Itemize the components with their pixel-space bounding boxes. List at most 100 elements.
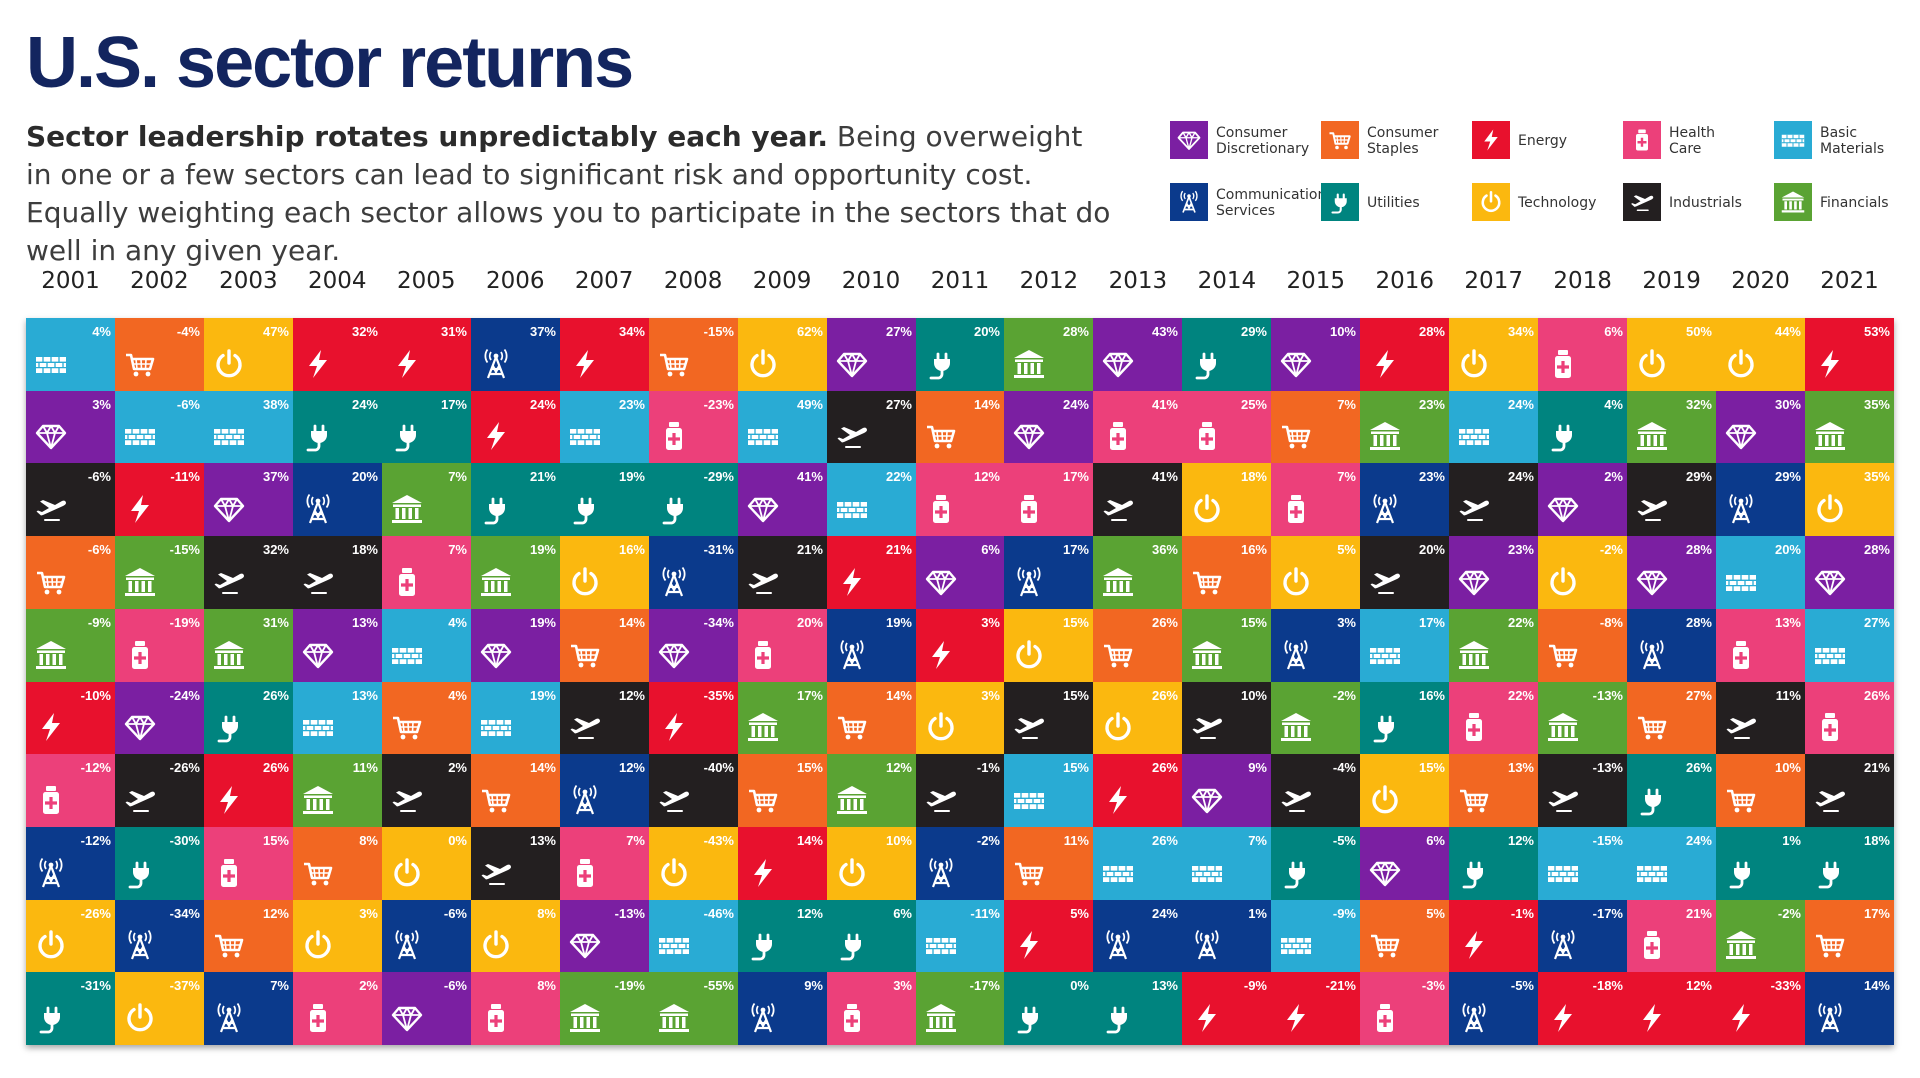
sector-cell: 17% bbox=[1004, 463, 1093, 536]
return-value: 14% bbox=[973, 397, 1000, 412]
sector-cell: 14% bbox=[471, 754, 560, 827]
sector-cell: 24% bbox=[1093, 900, 1182, 972]
year-label: 2007 bbox=[574, 268, 634, 294]
airplane-icon bbox=[1280, 784, 1312, 816]
sector-cell: -2% bbox=[1538, 536, 1627, 609]
return-value: -1% bbox=[1510, 906, 1534, 921]
sector-cell: 12% bbox=[827, 754, 916, 827]
return-value: -11% bbox=[970, 906, 1000, 921]
return-value: 26% bbox=[1151, 688, 1178, 703]
airplane-icon bbox=[1623, 183, 1661, 221]
return-value: 29% bbox=[1240, 324, 1267, 339]
return-value: 19% bbox=[618, 469, 645, 484]
return-value: -4% bbox=[1332, 760, 1356, 775]
sector-cell: 2% bbox=[293, 972, 382, 1045]
bank-building-icon bbox=[569, 1002, 601, 1034]
return-value: 20% bbox=[973, 324, 1000, 339]
return-value: 16% bbox=[1240, 542, 1267, 557]
medicine-bottle-icon bbox=[925, 493, 957, 525]
return-value: 12% bbox=[262, 906, 289, 921]
sector-cell: -5% bbox=[1449, 972, 1538, 1045]
sector-cell: -2% bbox=[1716, 900, 1805, 972]
return-value: -33% bbox=[1770, 978, 1801, 993]
return-value: -34% bbox=[703, 615, 734, 630]
return-value: 20% bbox=[1774, 542, 1801, 557]
sector-cell: -15% bbox=[649, 318, 738, 391]
sector-cell: 50% bbox=[1627, 318, 1716, 391]
return-value: 23% bbox=[1507, 542, 1534, 557]
sector-cell: 9% bbox=[1182, 754, 1271, 827]
shopping-cart-icon bbox=[1725, 784, 1757, 816]
return-value: -2% bbox=[976, 833, 1000, 848]
sector-cell: -43% bbox=[649, 827, 738, 900]
legend-item: Technology bbox=[1472, 180, 1622, 226]
radio-tower-icon bbox=[213, 1002, 245, 1034]
sector-cell: 12% bbox=[738, 900, 827, 972]
power-plug-icon bbox=[35, 1002, 67, 1034]
year-label: 2008 bbox=[663, 268, 723, 294]
diamond-icon bbox=[1369, 857, 1401, 889]
power-plug-icon bbox=[1725, 857, 1757, 889]
return-value: 19% bbox=[885, 615, 912, 630]
sector-cell: 34% bbox=[560, 318, 649, 391]
return-value: 1% bbox=[1248, 906, 1267, 921]
brick-wall-icon bbox=[1280, 929, 1312, 961]
sector-cell: 21% bbox=[1627, 900, 1716, 972]
diamond-icon bbox=[836, 348, 868, 380]
brick-wall-icon bbox=[1458, 420, 1490, 452]
sector-cell: -37% bbox=[115, 972, 204, 1045]
return-value: -17% bbox=[969, 978, 1000, 993]
sector-cell: 17% bbox=[1360, 609, 1449, 682]
return-value: -23% bbox=[703, 397, 734, 412]
return-value: 3% bbox=[893, 978, 912, 993]
return-value: 50% bbox=[1685, 324, 1712, 339]
return-value: -19% bbox=[614, 978, 645, 993]
sector-cell: -15% bbox=[1538, 827, 1627, 900]
return-value: -13% bbox=[1592, 760, 1623, 775]
sector-cell: 16% bbox=[1360, 682, 1449, 754]
sector-cell: 5% bbox=[1360, 900, 1449, 972]
legend-label: Utilities bbox=[1367, 180, 1477, 226]
radio-tower-icon bbox=[391, 929, 423, 961]
sector-cell: 3% bbox=[1271, 609, 1360, 682]
diamond-icon bbox=[480, 639, 512, 671]
sector-cell: -1% bbox=[1449, 900, 1538, 972]
year-label: 2011 bbox=[930, 268, 990, 294]
sector-cell: 10% bbox=[827, 827, 916, 900]
sector-cell: 14% bbox=[738, 827, 827, 900]
return-value: 2% bbox=[359, 978, 378, 993]
return-value: 24% bbox=[1062, 397, 1089, 412]
legend-label: Energy bbox=[1518, 118, 1628, 164]
power-button-icon bbox=[1472, 183, 1510, 221]
brick-wall-icon bbox=[480, 711, 512, 743]
sector-cell: 7% bbox=[382, 536, 471, 609]
return-value: 4% bbox=[92, 324, 111, 339]
sector-cell: 3% bbox=[827, 972, 916, 1045]
return-value: 10% bbox=[1240, 688, 1267, 703]
medicine-bottle-icon bbox=[1191, 420, 1223, 452]
sector-cell: 25% bbox=[1182, 391, 1271, 463]
sector-cell: 26% bbox=[1093, 754, 1182, 827]
return-value: -9% bbox=[1243, 978, 1267, 993]
medicine-bottle-icon bbox=[1013, 493, 1045, 525]
power-plug-icon bbox=[1814, 857, 1846, 889]
year-label: 2002 bbox=[130, 268, 189, 294]
medicine-bottle-icon bbox=[1280, 493, 1312, 525]
return-value: 32% bbox=[1685, 397, 1712, 412]
return-value: 27% bbox=[1685, 688, 1712, 703]
brick-wall-icon bbox=[1369, 639, 1401, 671]
sector-cell: 20% bbox=[916, 318, 1004, 391]
sector-cell: 11% bbox=[1716, 682, 1805, 754]
lightning-bolt-icon bbox=[836, 566, 868, 598]
return-value: 14% bbox=[796, 833, 823, 848]
airplane-icon bbox=[658, 784, 690, 816]
sector-cell: 4% bbox=[26, 318, 115, 391]
radio-tower-icon bbox=[35, 857, 67, 889]
return-value: -15% bbox=[1592, 833, 1623, 848]
return-value: 8% bbox=[537, 906, 556, 921]
return-value: 8% bbox=[359, 833, 378, 848]
power-plug-icon bbox=[569, 493, 601, 525]
sector-cell: 21% bbox=[471, 463, 560, 536]
sector-cell: -31% bbox=[649, 536, 738, 609]
sector-cell: 20% bbox=[293, 463, 382, 536]
